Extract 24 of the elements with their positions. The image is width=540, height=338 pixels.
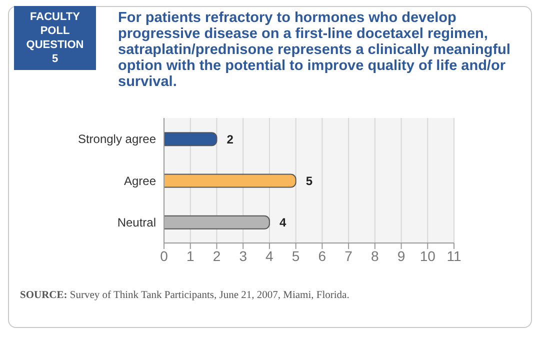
bar xyxy=(164,132,218,146)
x-tick-label: 6 xyxy=(318,248,326,264)
x-tick-label: 1 xyxy=(186,248,194,264)
x-tick-label: 0 xyxy=(160,248,168,264)
x-tick-label: 3 xyxy=(239,248,248,264)
data-label: 4 xyxy=(279,216,286,230)
x-tick-label: 8 xyxy=(371,248,380,264)
y-tick-label: Neutral xyxy=(117,215,156,230)
text: FACULTY POLL QUESTION 5 xyxy=(25,10,85,66)
bar xyxy=(164,174,296,188)
x-tick-label: 10 xyxy=(420,248,436,264)
x-tick-label: 7 xyxy=(344,248,353,264)
x-tick-label: 11 xyxy=(446,248,462,264)
x-tick-label: 9 xyxy=(397,248,406,264)
x-tick-label: 2 xyxy=(212,248,221,264)
source-note: SOURCE: Survey of Think Tank Participants, June 21, 2007, Miami, Florida. xyxy=(20,290,350,301)
chart-title: For patients refractory to hormones who develop progressive disease on a first-line docetaxel regimen, satraplatin/prednisone represents a clinically meaningful option with the potential to improve quality of life and/or survival. xyxy=(118,10,512,90)
bar xyxy=(164,215,270,230)
y-tick-label: Strongly agree xyxy=(78,132,156,146)
x-tick-label: 5 xyxy=(292,248,300,264)
y-tick-label: Agree xyxy=(124,174,156,188)
x-tick-label: 4 xyxy=(266,248,274,264)
data-label: 5 xyxy=(306,174,313,188)
data-label: 2 xyxy=(226,132,234,146)
